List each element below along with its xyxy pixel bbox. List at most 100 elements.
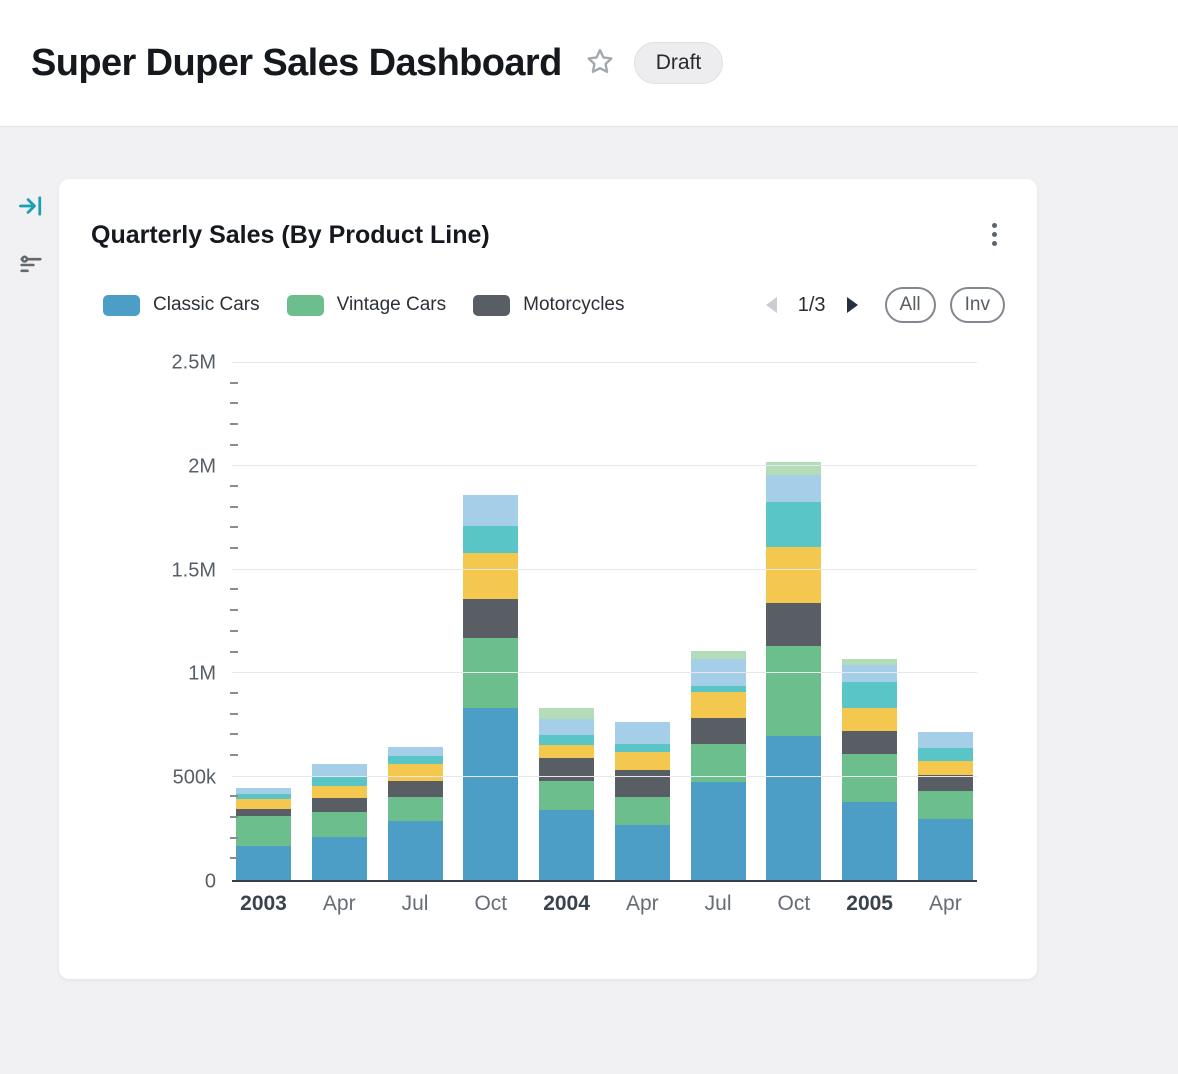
bar-segment[interactable]: [917, 761, 973, 775]
bar-segment[interactable]: [842, 658, 898, 665]
bar-segment[interactable]: [690, 650, 746, 659]
bar-segment[interactable]: [690, 781, 746, 880]
bar-segment[interactable]: [311, 836, 367, 880]
bar-segment[interactable]: [463, 708, 519, 880]
bar-segment[interactable]: [842, 681, 898, 709]
stacked-bar[interactable]: [766, 363, 822, 880]
legend-next-button[interactable]: [839, 293, 863, 317]
bar-segment[interactable]: [917, 774, 973, 792]
bar-segment[interactable]: [766, 474, 822, 502]
bar-segment[interactable]: [539, 809, 595, 880]
x-axis-label: Apr: [625, 892, 659, 915]
bar-segment[interactable]: [463, 553, 519, 599]
chart-title: Quarterly Sales (By Product Line): [91, 221, 490, 249]
bar-segment[interactable]: [766, 547, 822, 603]
stacked-bar[interactable]: [842, 363, 898, 880]
favorite-star-button[interactable]: [584, 46, 616, 81]
bar-segment[interactable]: [842, 664, 898, 682]
legend-item[interactable]: Motorcycles: [473, 294, 624, 316]
bar-segment[interactable]: [766, 646, 822, 737]
bar-segment[interactable]: [766, 501, 822, 548]
bar-segment[interactable]: [842, 802, 898, 880]
bar-segment[interactable]: [463, 495, 519, 527]
bar-segment[interactable]: [539, 780, 595, 810]
bar-segment[interactable]: [236, 815, 291, 846]
bar-segment[interactable]: [539, 744, 595, 759]
bar-segment[interactable]: [311, 775, 367, 786]
bar-segment[interactable]: [917, 732, 973, 748]
bar-segment[interactable]: [842, 731, 898, 754]
arrow-right-to-line-icon: [17, 196, 45, 223]
bar-segment[interactable]: [690, 717, 746, 744]
bar-segment[interactable]: [842, 708, 898, 732]
bar-segment[interactable]: [463, 598, 519, 639]
card-menu-button[interactable]: [982, 219, 1007, 250]
legend-row: Classic Cars Vintage Cars Motorcycles 1/3 …: [103, 287, 1005, 323]
bar-segment[interactable]: [766, 462, 822, 475]
collapse-panel-button[interactable]: [15, 190, 47, 222]
bar-segment[interactable]: [614, 721, 670, 744]
bar-segment[interactable]: [539, 735, 595, 745]
bar-segment[interactable]: [387, 764, 443, 781]
x-axis-label: 2003: [240, 892, 287, 915]
stacked-bar[interactable]: [690, 363, 746, 880]
bar-segment[interactable]: [614, 743, 670, 752]
legend-prev-button[interactable]: [761, 293, 785, 317]
triangle-left-icon: [761, 297, 785, 320]
bar-segment[interactable]: [614, 825, 670, 880]
y-axis-minor-tick: [230, 815, 238, 818]
stacked-bar[interactable]: [917, 363, 973, 880]
bar-segment[interactable]: [766, 602, 822, 647]
bar-segment[interactable]: [539, 758, 595, 781]
chart-card: Quarterly Sales (By Product Line) Classi…: [59, 179, 1037, 979]
bar-segment[interactable]: [311, 785, 367, 799]
filter-button[interactable]: [15, 249, 47, 281]
bar-segment[interactable]: [311, 811, 367, 837]
legend-invert-button[interactable]: Inv: [949, 287, 1005, 323]
y-axis-minor-tick: [230, 423, 238, 426]
bar-segment[interactable]: [387, 746, 443, 756]
stacked-bar[interactable]: [311, 363, 367, 880]
bar-segment[interactable]: [236, 794, 291, 800]
bar-segment[interactable]: [917, 819, 973, 880]
y-axis-label: 1.5M: [171, 559, 216, 582]
bar-segment[interactable]: [387, 780, 443, 798]
legend-swatch: [473, 294, 511, 316]
bar-segment[interactable]: [539, 708, 595, 719]
legend-item[interactable]: Vintage Cars: [286, 294, 446, 316]
bar-segment[interactable]: [387, 821, 443, 880]
y-axis-minor-tick: [230, 402, 238, 405]
stacked-bar[interactable]: [387, 363, 443, 880]
bar-segment[interactable]: [917, 747, 973, 762]
bar-segment[interactable]: [766, 736, 822, 880]
stacked-bar[interactable]: [236, 363, 291, 880]
bar-segment[interactable]: [539, 718, 595, 736]
bar-segment[interactable]: [690, 691, 746, 718]
bar-segment[interactable]: [311, 798, 367, 812]
stacked-bar[interactable]: [463, 363, 519, 880]
bar-segment[interactable]: [690, 685, 746, 692]
bar-segment[interactable]: [236, 788, 291, 795]
bar-segment[interactable]: [463, 526, 519, 554]
bar-segment[interactable]: [917, 791, 973, 819]
stacked-bar[interactable]: [539, 363, 595, 880]
gridline: [232, 775, 977, 777]
x-axis-label: 2004: [543, 892, 590, 915]
bar-segment[interactable]: [236, 845, 291, 880]
bar-segment[interactable]: [614, 770, 670, 798]
gridline: [232, 362, 977, 363]
bar-segment[interactable]: [463, 638, 519, 709]
stacked-bar[interactable]: [614, 363, 670, 880]
bar-segment[interactable]: [387, 755, 443, 765]
bar-segment[interactable]: [236, 808, 291, 816]
legend-select-all-button[interactable]: All: [884, 287, 936, 323]
legend-item[interactable]: Classic Cars: [103, 294, 260, 316]
y-axis-minor-tick: [230, 609, 238, 612]
bar-segment[interactable]: [236, 799, 291, 809]
bar-segment[interactable]: [614, 797, 670, 826]
bar-segment[interactable]: [387, 797, 443, 822]
bar-segment[interactable]: [311, 764, 367, 776]
bar-segment[interactable]: [842, 753, 898, 803]
bar-segment[interactable]: [614, 751, 670, 771]
bar-segment[interactable]: [690, 743, 746, 782]
